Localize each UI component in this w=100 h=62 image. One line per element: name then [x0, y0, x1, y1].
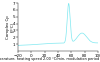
Y-axis label: Complex Cp
(J/°C): Complex Cp (J/°C) — [6, 15, 15, 39]
Text: Temperature, heating speed 2.00 °C/min, modulation period 60 s: Temperature, heating speed 2.00 °C/min, … — [0, 57, 100, 61]
